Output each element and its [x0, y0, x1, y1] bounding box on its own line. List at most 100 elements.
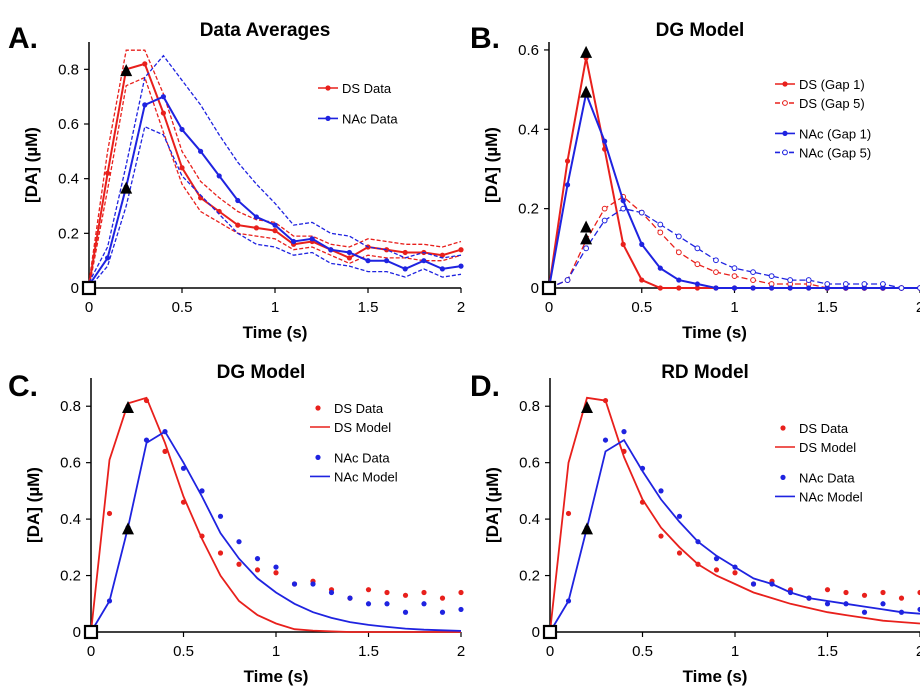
- data-point: [732, 570, 738, 576]
- data-point: [235, 222, 241, 228]
- panel-title: RD Model: [661, 362, 749, 383]
- x-tick-label: 2: [916, 299, 920, 316]
- data-point: [564, 158, 571, 164]
- data-point: [384, 258, 390, 264]
- data-point: [235, 197, 241, 204]
- triangle-marker: [580, 220, 593, 233]
- data-point: [768, 273, 775, 279]
- x-tick-label: 0.5: [172, 299, 193, 316]
- legend-swatch-marker: [782, 130, 788, 136]
- series-line: [90, 430, 462, 633]
- legend-item: NAc Model: [310, 469, 398, 484]
- data-point: [824, 587, 831, 593]
- data-point: [713, 269, 719, 276]
- y-axis-label: [DA] (µM): [22, 127, 41, 203]
- data-point: [310, 581, 316, 587]
- y-tick-label: 0.2: [58, 225, 79, 242]
- data-point: [880, 281, 886, 287]
- data-point: [273, 570, 279, 576]
- legend-swatch-marker: [325, 85, 331, 91]
- triangle-marker: [580, 85, 593, 98]
- legend: DS Data DS Model NAc Data NAc Model: [775, 421, 863, 504]
- data-point: [384, 589, 390, 596]
- data-point: [658, 533, 664, 539]
- x-tick-label: 0: [87, 643, 95, 660]
- y-tick-label: 0.6: [60, 455, 81, 472]
- data-point: [439, 609, 446, 615]
- data-point: [162, 448, 168, 454]
- series-ds-gap-5-: [546, 193, 920, 291]
- data-point: [272, 228, 278, 234]
- data-point: [216, 173, 222, 179]
- series-line: [548, 57, 920, 289]
- legend-item: NAc Data: [315, 450, 390, 465]
- legend-item: DS Model: [310, 420, 391, 435]
- data-point: [880, 601, 886, 607]
- y-axis-label: [DA] (µM): [483, 467, 502, 543]
- legend-item: NAc Data: [318, 111, 398, 126]
- data-point: [657, 285, 663, 291]
- legend-item: DS Data: [315, 401, 384, 416]
- legend-label: NAc (Gap 5): [799, 145, 871, 160]
- data-point: [750, 285, 756, 291]
- data-point: [843, 589, 849, 596]
- data-point: [861, 281, 868, 287]
- x-tick-label: 1.5: [817, 299, 838, 316]
- data-point: [564, 182, 571, 188]
- data-point: [713, 567, 720, 573]
- y-axis-label: [DA] (µM): [482, 127, 501, 203]
- data-point: [639, 241, 645, 247]
- legend-item: DS Data: [318, 81, 392, 96]
- series-line: [88, 54, 462, 283]
- series-ds-data: [106, 397, 464, 601]
- data-point: [639, 277, 645, 283]
- data-point: [917, 606, 920, 613]
- y-tick-label: 0.6: [518, 42, 539, 59]
- data-point: [180, 465, 187, 471]
- x-tick-label: 0: [546, 643, 554, 660]
- x-tick-label: 1: [272, 643, 280, 660]
- legend-item: DS Model: [775, 440, 856, 455]
- data-point: [731, 265, 738, 272]
- legend-item: DS (Gap 5): [775, 96, 865, 111]
- data-point: [602, 437, 609, 443]
- data-point: [713, 285, 719, 291]
- data-point: [236, 539, 242, 545]
- y-tick-label: 0.4: [60, 511, 81, 528]
- x-tick-label: 0.5: [173, 643, 194, 660]
- data-point: [564, 277, 571, 283]
- legend-item: DS Data: [780, 421, 849, 436]
- data-point: [843, 285, 849, 291]
- data-point: [439, 252, 445, 258]
- panel-a: A. Data Averages 0 0.5 1 1.5 2 0 0.2 0.4 0.6 0.8 Tim…: [8, 20, 465, 342]
- data-point: [142, 102, 148, 108]
- data-point: [750, 581, 757, 587]
- data-point: [787, 277, 794, 283]
- data-point: [365, 258, 371, 264]
- y-tick-label: 0: [532, 624, 540, 641]
- data-point: [769, 285, 775, 291]
- data-point: [620, 205, 627, 212]
- panel-b: B. DG Model 0 0.5 1 1.5 2 0 0.2 0.4 0.6 Time (s) [DA…: [470, 20, 920, 342]
- data-point: [253, 214, 259, 220]
- data-point: [620, 241, 626, 247]
- origin-square-marker: [83, 624, 99, 640]
- y-tick-label: 0.8: [519, 398, 540, 415]
- x-tick-label: 2: [457, 299, 465, 316]
- data-point: [601, 205, 608, 212]
- data-point: [694, 245, 701, 252]
- x-tick-label: 0.5: [632, 643, 653, 660]
- data-point: [254, 567, 261, 573]
- series-line: [549, 438, 920, 633]
- x-tick-label: 1: [730, 299, 738, 316]
- legend-label: DS Data: [799, 421, 849, 436]
- legend-label: NAc Data: [334, 450, 390, 465]
- x-tick-label: 0: [85, 299, 93, 316]
- data-point: [880, 285, 886, 291]
- data-point: [106, 510, 113, 517]
- series-ds-data: [86, 61, 464, 288]
- y-tick-label: 0: [71, 280, 79, 297]
- data-point: [439, 266, 445, 272]
- legend-swatch: [315, 454, 321, 460]
